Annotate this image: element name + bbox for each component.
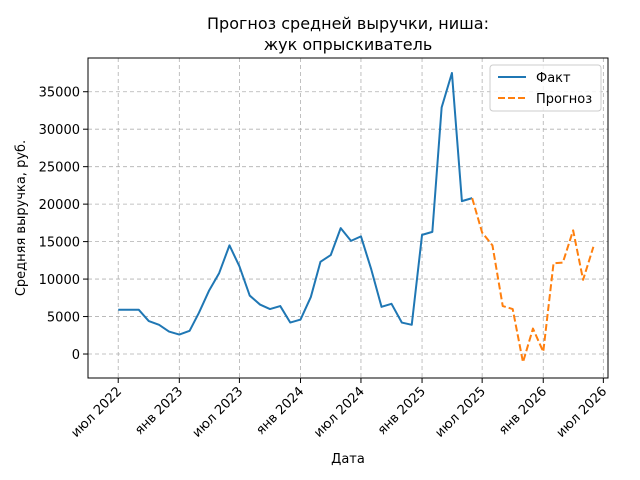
y-tick-label: 0 (72, 348, 80, 363)
series-line-forecast (471, 197, 595, 364)
legend: Факт Прогноз (489, 64, 602, 112)
series-layer (118, 71, 595, 364)
series-line-fact (118, 71, 473, 336)
y-tick-label: 30000 (39, 123, 80, 138)
y-tick-label: 35000 (39, 86, 80, 101)
legend-forecast-label: Прогноз (536, 92, 592, 107)
y-tick-label: 25000 (39, 161, 80, 176)
legend-fact-label: Факт (536, 71, 571, 86)
x-axis-label: Дата (331, 452, 365, 467)
y-axis-label: Средняя выручка, руб. (14, 140, 29, 296)
y-tick-label: 15000 (39, 236, 80, 251)
y-axis-ticks: 0 5000 10000 15000 20000 25000 30000 35000 (39, 86, 88, 363)
plot-area-frame (87, 57, 609, 379)
chart-title-line-2: жук опрыскиватель (264, 35, 433, 54)
chart-title-line-1: Прогноз средней выручки, ниша: (207, 14, 489, 33)
grid (88, 58, 608, 378)
y-tick-label: 5000 (47, 311, 80, 326)
y-tick-label: 10000 (39, 273, 80, 288)
y-tick-label: 20000 (39, 198, 80, 213)
